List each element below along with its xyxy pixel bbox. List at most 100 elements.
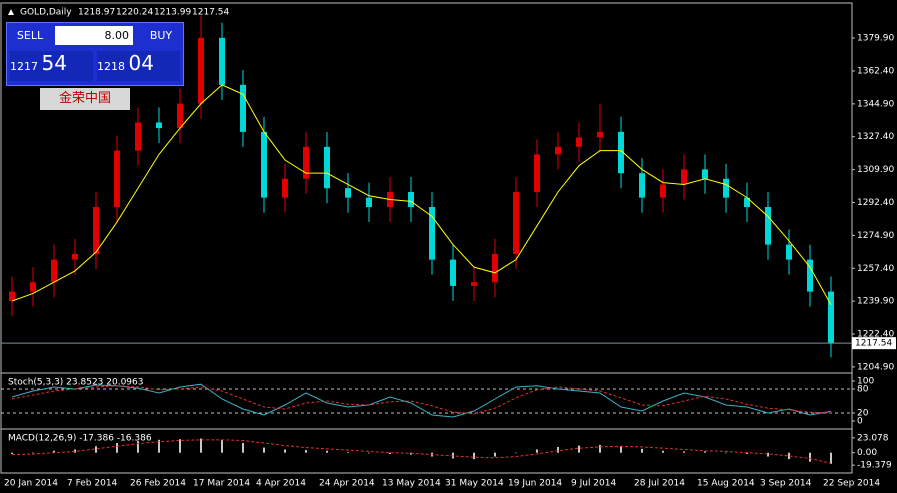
bid-big: 1217 (10, 60, 38, 73)
x-tick-label: 22 Sep 2014 (823, 479, 880, 489)
indicator-line (11, 383, 832, 418)
indicator-title: Stoch(5,3,3) 23.8523 20.0963 (8, 378, 143, 388)
histogram-bar (95, 446, 97, 453)
lots-input[interactable]: 8.00 (55, 26, 133, 45)
title-arrow (8, 9, 14, 15)
y-tick-label: 0.00 (857, 448, 877, 458)
moving-average (11, 84, 832, 305)
y-tick-label: 80 (857, 385, 869, 395)
buy-button[interactable]: BUY (149, 29, 173, 42)
candle-body (198, 37, 204, 104)
candle-body (303, 146, 309, 179)
candle-body (114, 150, 120, 208)
histogram-bar (137, 441, 139, 453)
candle-body (702, 169, 708, 179)
candle-body (9, 291, 15, 301)
y-tick-label: 23.078 (857, 433, 889, 443)
x-tick-label: 26 Feb 2014 (130, 479, 186, 489)
x-tick-label: 4 Apr 2014 (256, 479, 306, 489)
bid-price: 1217 54 (10, 51, 93, 81)
histogram-bar (284, 449, 286, 453)
x-tick-label: 3 Sep 2014 (760, 479, 812, 489)
x-tick-label: 9 Jul 2014 (571, 479, 616, 489)
histogram-bar (11, 452, 13, 454)
trade-panel: SELL 8.00 BUY 1217 54 1218 04 (6, 22, 184, 86)
candle-body (282, 178, 288, 198)
y-tick-label: 20 (857, 409, 869, 419)
y-tick-label: 1239.90 (857, 297, 894, 307)
histogram-bar (74, 449, 76, 453)
histogram-bar (725, 452, 727, 454)
histogram-bar (830, 452, 832, 464)
candle-body (345, 188, 351, 198)
histogram-bar (32, 452, 34, 454)
candle-body (660, 184, 666, 198)
y-tick-label: 1292.40 (857, 198, 894, 208)
header-value: 1218.97 (78, 8, 115, 18)
x-tick-label: 28 Jul 2014 (634, 479, 685, 489)
histogram-bar (116, 443, 118, 453)
candle-body (177, 103, 183, 129)
histogram-bar (620, 446, 622, 453)
candle-body (135, 122, 141, 151)
y-tick-label: 1362.40 (857, 66, 894, 76)
y-tick-label: 1309.90 (857, 165, 894, 175)
panel-frame (0, 428, 853, 474)
x-tick-label: 13 May 2014 (382, 479, 441, 489)
candle-body (807, 259, 813, 292)
y-tick-label: 0 (857, 417, 863, 427)
last-price-box (852, 337, 896, 350)
y-tick-label: 1344.90 (857, 99, 894, 109)
last-price-label: 1217.54 (855, 339, 892, 349)
histogram-bar (746, 452, 748, 454)
bid-small: 54 (41, 51, 67, 75)
histogram-bar (347, 452, 349, 453)
candle-body (492, 253, 498, 283)
candle-body (681, 169, 687, 185)
candle-body (240, 84, 246, 132)
y-tick-label: 1222.40 (857, 330, 894, 340)
candle-body (429, 207, 435, 260)
candle-body (639, 173, 645, 198)
logo: 金荣中国 (40, 88, 130, 110)
x-tick-label: 17 Mar 2014 (193, 479, 250, 489)
x-tick-label: 20 Jan 2014 (4, 479, 58, 489)
histogram-bar (515, 452, 517, 454)
indicator-title: MACD(12,26,9) -17.386 -16.386 (8, 434, 152, 444)
histogram-bar (683, 451, 685, 453)
y-tick-label: 1274.90 (857, 231, 894, 241)
candle-body (555, 146, 561, 155)
candle-body (324, 146, 330, 189)
candle-body (219, 37, 225, 85)
histogram-bar (641, 448, 643, 453)
histogram-bar (389, 452, 391, 454)
candle-body (450, 259, 456, 286)
candle-body (156, 122, 162, 129)
y-tick-label: 1327.40 (857, 132, 894, 142)
histogram-bar (557, 446, 559, 453)
ask-price: 1218 04 (97, 51, 180, 81)
candle-body (765, 207, 771, 245)
candle-body (828, 291, 834, 344)
x-tick-label: 15 Aug 2014 (697, 479, 755, 489)
histogram-bar (305, 450, 307, 453)
candle-body (72, 253, 78, 260)
candle-body (786, 244, 792, 260)
histogram-bar (158, 439, 160, 453)
candle-body (513, 191, 519, 254)
candle-body (93, 207, 99, 254)
sell-button[interactable]: SELL (16, 29, 44, 42)
histogram-bar (53, 450, 55, 453)
y-tick-label: -19.379 (857, 461, 892, 471)
histogram-bar (809, 452, 811, 462)
candle-body (597, 131, 603, 138)
y-tick-label: 1204.90 (857, 362, 894, 372)
histogram-bar (326, 450, 328, 453)
candle-body (261, 131, 267, 198)
candle-body (30, 282, 36, 292)
candle-body (471, 282, 477, 286)
histogram-bar (767, 452, 769, 457)
histogram-bar (221, 439, 223, 453)
y-tick-label: 1257.40 (857, 264, 894, 274)
